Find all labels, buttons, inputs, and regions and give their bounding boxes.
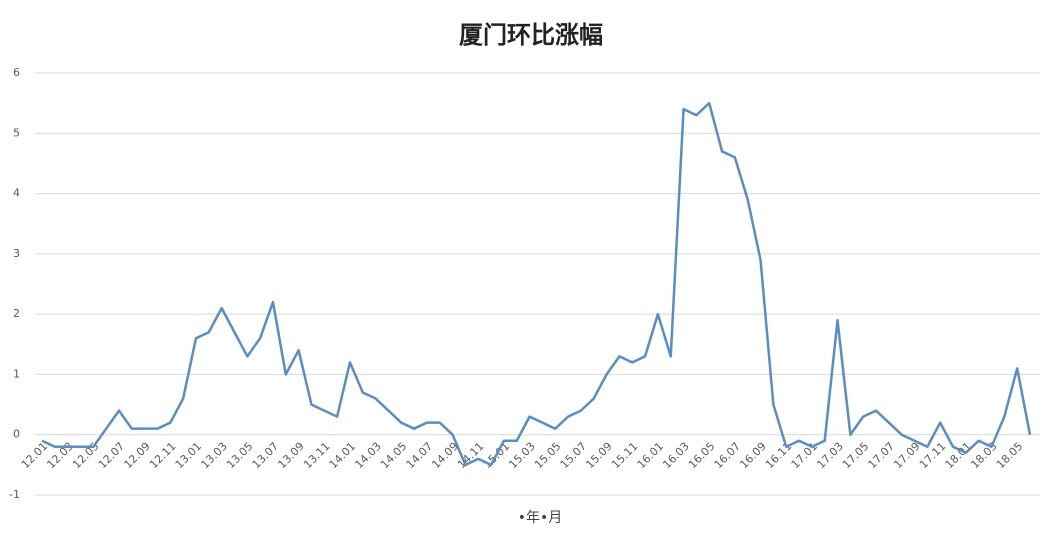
x-tick-label: 14.11 bbox=[455, 440, 486, 471]
x-tick-label: 15.07 bbox=[558, 440, 589, 471]
x-tick-label: 12.07 bbox=[96, 440, 127, 471]
x-tick-label: 15.09 bbox=[583, 440, 614, 471]
y-tick-label: -1 bbox=[9, 488, 20, 501]
x-tick-label: 15.05 bbox=[532, 440, 563, 471]
x-tick-label: 18.01 bbox=[943, 440, 974, 471]
x-tick-label: 13.01 bbox=[173, 440, 204, 471]
x-tick-label: 12.05 bbox=[70, 440, 101, 471]
x-tick-label: 12.09 bbox=[121, 440, 152, 471]
y-tick-label: 5 bbox=[13, 126, 20, 139]
x-tick-label: 16.09 bbox=[737, 440, 768, 471]
x-tick-label: 14.01 bbox=[327, 440, 358, 471]
y-tick-label: 4 bbox=[13, 187, 20, 200]
x-tick-label: 16.01 bbox=[635, 440, 666, 471]
data-line bbox=[41, 101, 1032, 467]
x-tick-label: 13.07 bbox=[250, 440, 281, 471]
y-tick-label: 6 bbox=[13, 66, 20, 79]
x-tick-label: 17.05 bbox=[840, 440, 871, 471]
y-tick-label: 3 bbox=[13, 247, 20, 260]
x-tick-label: 13.09 bbox=[275, 440, 306, 471]
x-tick-label: 17.09 bbox=[891, 440, 922, 471]
x-tick-label: 16.05 bbox=[686, 440, 717, 471]
x-tick-label: 16.03 bbox=[660, 440, 691, 471]
x-tick-label: 14.03 bbox=[352, 440, 383, 471]
y-tick-label: 0 bbox=[13, 428, 20, 441]
x-axis-title: •年•月 bbox=[518, 510, 563, 526]
x-tick-label: 15.11 bbox=[609, 440, 640, 471]
x-tick-label: 13.11 bbox=[301, 440, 332, 471]
x-tick-label: 15.03 bbox=[506, 440, 537, 471]
x-tick-label: 16.07 bbox=[712, 440, 743, 471]
x-tick-label: 14.05 bbox=[378, 440, 409, 471]
x-tick-label: 13.03 bbox=[198, 440, 229, 471]
x-tick-label: 14.07 bbox=[404, 440, 435, 471]
y-tick-label: 2 bbox=[13, 307, 20, 320]
chart-title: 厦门环比涨幅 bbox=[459, 21, 603, 49]
x-tick-label: 18.05 bbox=[994, 440, 1025, 471]
x-tick-label: 12.11 bbox=[147, 440, 178, 471]
x-tick-label: 12.01 bbox=[19, 440, 50, 471]
y-tick-label: 1 bbox=[13, 367, 20, 380]
x-tick-label: 17.07 bbox=[866, 440, 897, 471]
x-tick-label: 13.05 bbox=[224, 440, 255, 471]
